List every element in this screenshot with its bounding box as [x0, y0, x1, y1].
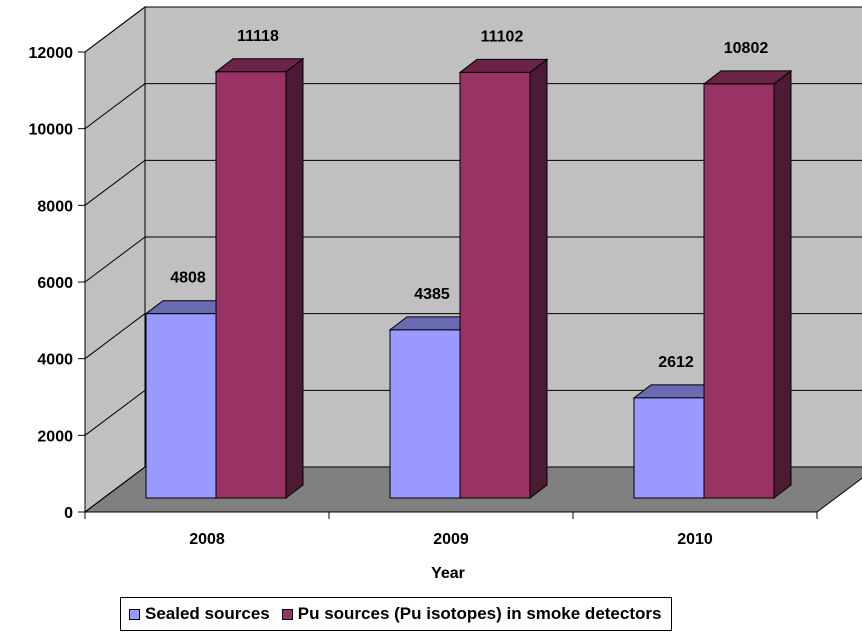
- bar-pu-2008: [214, 57, 305, 500]
- gridlines: [84, 6, 862, 513]
- bar-side: [285, 57, 304, 500]
- gridline: [84, 313, 862, 360]
- legend-swatch-series-2: [281, 608, 293, 620]
- y-tick-label: 10000: [29, 122, 74, 139]
- gridline: [84, 236, 862, 283]
- y-tick-label: 6000: [37, 275, 73, 292]
- legend-item-series-2: Pu sources (Pu isotopes) in smoke detect…: [281, 604, 662, 624]
- legend-label-series-2: Pu sources (Pu isotopes) in smoke detect…: [297, 604, 662, 623]
- data-label: 2612: [658, 354, 694, 371]
- x-axis-title: Year: [431, 565, 465, 582]
- bar-front: [145, 313, 217, 499]
- data-label: 11118: [237, 28, 279, 45]
- gridline: [84, 6, 862, 53]
- bar-front: [389, 329, 461, 499]
- gridline: [84, 83, 862, 130]
- gridline: [84, 466, 862, 513]
- legend-swatch-series-1: [129, 608, 140, 620]
- legend: Sealed sources Pu sources (Pu isotopes) …: [120, 597, 673, 631]
- data-label: 11102: [481, 28, 524, 45]
- x-tick-label: 2009: [433, 531, 469, 548]
- y-tick-label: 2000: [37, 428, 73, 445]
- y-tick-label: 12000: [29, 45, 74, 62]
- legend-item-series-1: Sealed sources: [129, 604, 270, 624]
- y-tick-label: 8000: [37, 198, 73, 215]
- bar-front: [703, 83, 775, 499]
- data-label: 4808: [170, 270, 206, 287]
- bar-front: [633, 397, 705, 499]
- axes: 0 2000 4000 6000 8000 10000 12000 2008 2009 2010: [29, 45, 818, 548]
- labels: 4808 11118 4385 11102 2612 10802: [170, 28, 768, 371]
- x-tick-label: 2010: [677, 531, 713, 548]
- bars: [144, 57, 793, 500]
- gridline: [84, 159, 862, 206]
- x-tick-label: 2008: [189, 531, 225, 548]
- bar-side: [773, 69, 792, 500]
- bar-pu-2009: [458, 58, 549, 500]
- data-label: 4385: [414, 286, 450, 303]
- bar-front: [459, 71, 531, 499]
- bar-pu-2010: [702, 69, 793, 500]
- bar-side: [529, 58, 548, 500]
- y-tick-label: 4000: [37, 352, 73, 369]
- gridline: [84, 389, 862, 436]
- bar-front: [215, 71, 287, 499]
- y-tick-label: 0: [64, 505, 73, 522]
- data-label: 10802: [724, 40, 769, 57]
- legend-label-series-1: Sealed sources: [145, 604, 270, 623]
